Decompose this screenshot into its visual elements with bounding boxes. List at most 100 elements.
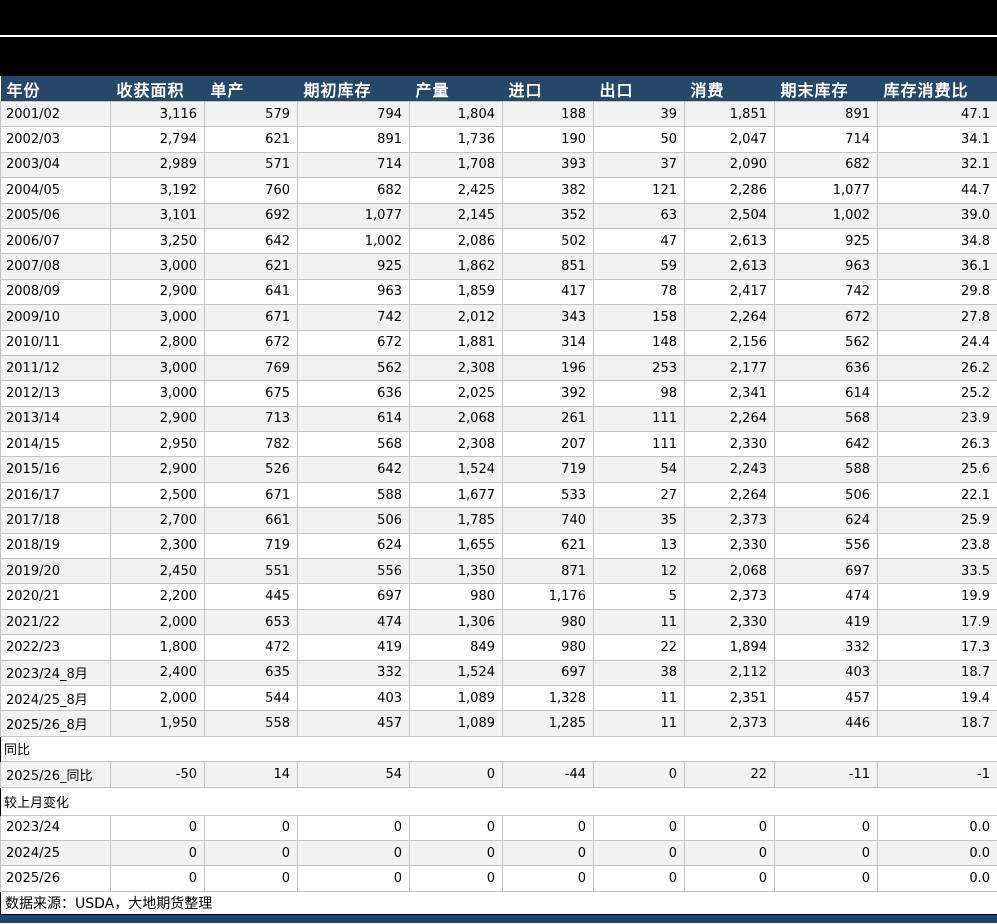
year-cell: 2010/11 <box>0 329 111 356</box>
data-cell: 1,655 <box>409 532 503 560</box>
data-cell: 2,090 <box>684 151 775 179</box>
data-cell: 2,012 <box>409 304 503 331</box>
data-cell: 925 <box>297 253 410 280</box>
data-cell: 63 <box>593 202 685 229</box>
data-cell: 11 <box>593 710 685 737</box>
data-cell: 0 <box>774 814 878 841</box>
yoy-section-label-text: 同比 <box>0 736 997 762</box>
data-cell: 3,116 <box>110 100 205 128</box>
year-cell: 2005/06 <box>0 202 111 229</box>
data-cell: 2,341 <box>684 380 775 407</box>
mom-row: 2024/25 0 0 0 0 0 0 0 0 0.0 <box>0 839 997 867</box>
data-cell: 23.8 <box>877 532 997 560</box>
data-cell: 2,200 <box>110 583 205 610</box>
data-cell: 1,002 <box>774 202 878 229</box>
data-cell: 653 <box>204 608 298 636</box>
data-cell: 33.5 <box>877 558 997 585</box>
table-row: 2003/04 2,989 571 714 1,708 393 37 2,090 682 32.1 <box>0 151 997 179</box>
data-cell: 111 <box>593 431 685 458</box>
data-cell: 1,350 <box>409 558 503 585</box>
data-cell: 474 <box>297 608 410 636</box>
data-cell: 332 <box>297 659 410 686</box>
year-cell: 2025/26_8月 <box>0 710 111 737</box>
data-cell: 0 <box>684 814 775 841</box>
data-cell: 891 <box>774 100 878 128</box>
data-cell: 714 <box>297 151 410 179</box>
year-cell: 2002/03 <box>0 126 111 153</box>
data-cell: 148 <box>593 329 685 356</box>
table-row: 2023/24_8月 2,400 635 332 1,524 697 38 2,112 403 1… <box>0 659 997 686</box>
data-cell: 0 <box>774 839 878 867</box>
data-cell: 551 <box>204 558 298 585</box>
data-cell: 0 <box>204 814 298 841</box>
data-cell: 697 <box>502 659 594 686</box>
data-cell: 891 <box>297 126 410 153</box>
data-cell: 621 <box>204 126 298 153</box>
data-cell: 34.8 <box>877 227 997 255</box>
table-row: 2022/23 1,800 472 419 849 980 22 1,894 332 17.3 <box>0 634 997 661</box>
data-cell: 636 <box>297 380 410 407</box>
data-cell: 1,285 <box>502 710 594 737</box>
data-cell: 0 <box>593 865 685 892</box>
data-cell: 769 <box>204 354 298 382</box>
data-cell: 1,859 <box>409 278 503 306</box>
data-cell: 121 <box>593 177 685 204</box>
data-cell: 261 <box>502 405 594 433</box>
data-cell: 0.0 <box>877 839 997 867</box>
data-cell: 22 <box>684 761 775 788</box>
yoy-section-label: 同比 <box>0 736 997 762</box>
data-cell: 760 <box>204 177 298 204</box>
data-cell: 849 <box>409 634 503 661</box>
data-cell: 642 <box>204 227 298 255</box>
data-cell: 98 <box>593 380 685 407</box>
data-cell: 740 <box>502 507 594 534</box>
data-cell: 17.3 <box>877 634 997 661</box>
data-cell: 0 <box>110 839 205 867</box>
data-cell: 1,306 <box>409 608 503 636</box>
data-cell: 1,328 <box>502 684 594 712</box>
data-cell: 0 <box>502 814 594 841</box>
data-cell: 2,068 <box>409 405 503 433</box>
data-cell: 1,881 <box>409 329 503 356</box>
data-cell: 47.1 <box>877 100 997 128</box>
data-cell: 661 <box>204 507 298 534</box>
table-row: 2019/20 2,450 551 556 1,350 871 12 2,068 697 33.5 <box>0 558 997 585</box>
year-cell: 2003/04 <box>0 151 111 179</box>
year-cell: 2014/15 <box>0 431 111 458</box>
data-cell: 871 <box>502 558 594 585</box>
data-cell: 533 <box>502 481 594 509</box>
data-cell: 980 <box>409 583 503 610</box>
table-row: 2008/09 2,900 641 963 1,859 417 78 2,417 742 29.8 <box>0 278 997 306</box>
data-cell: 0 <box>409 761 503 788</box>
data-cell: 1,524 <box>409 659 503 686</box>
data-cell: 2,900 <box>110 456 205 483</box>
year-cell: 2020/21 <box>0 583 111 610</box>
data-cell: 0 <box>684 839 775 867</box>
mom-section-label-text: 较上月变化 <box>0 787 997 816</box>
table-row: 2011/12 3,000 769 562 2,308 196 253 2,177 636 26.… <box>0 354 997 382</box>
data-cell: 614 <box>297 405 410 433</box>
year-cell: 2025/26_同比 <box>0 761 111 788</box>
data-cell: 568 <box>774 405 878 433</box>
data-cell: 0 <box>593 761 685 788</box>
data-cell: -50 <box>110 761 205 788</box>
data-cell: 419 <box>774 608 878 636</box>
data-cell: 29.8 <box>877 278 997 306</box>
year-cell: 2024/25_8月 <box>0 684 111 712</box>
data-cell: 682 <box>297 177 410 204</box>
year-cell: 2025/26 <box>0 865 111 892</box>
data-cell: 14 <box>204 761 298 788</box>
year-cell: 2015/16 <box>0 456 111 483</box>
year-cell: 2006/07 <box>0 227 111 255</box>
data-cell: 642 <box>774 431 878 458</box>
data-cell: 851 <box>502 253 594 280</box>
data-cell: 343 <box>502 304 594 331</box>
data-cell: 27.8 <box>877 304 997 331</box>
data-cell: 0 <box>297 865 410 892</box>
data-cell: 35 <box>593 507 685 534</box>
data-cell: 1,862 <box>409 253 503 280</box>
data-cell: 925 <box>774 227 878 255</box>
data-cell: 11 <box>593 608 685 636</box>
data-cell: 445 <box>204 583 298 610</box>
data-cell: 332 <box>774 634 878 661</box>
